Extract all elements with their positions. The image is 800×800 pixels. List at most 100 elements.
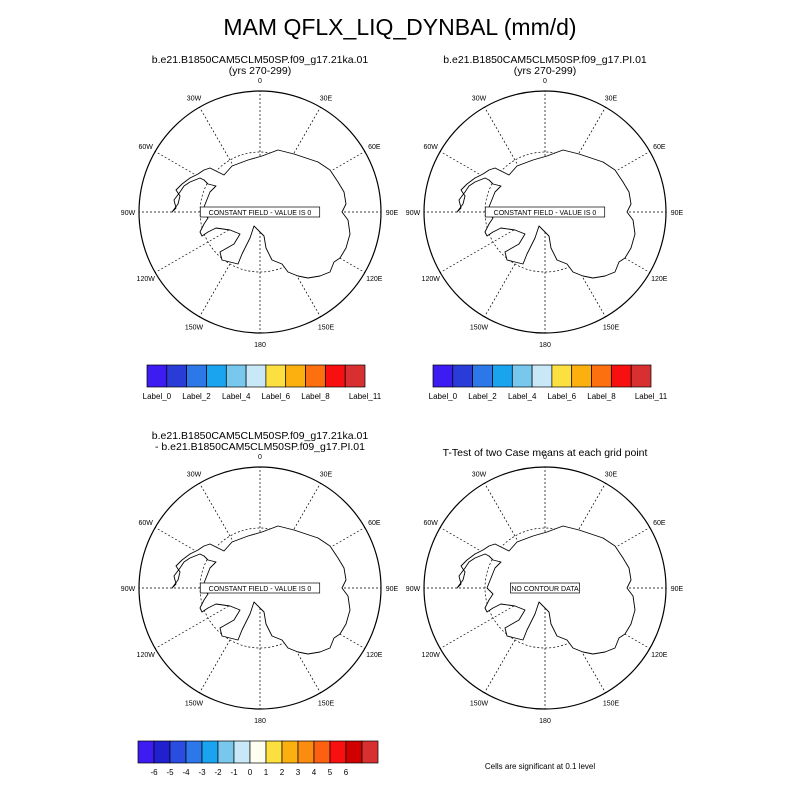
longitude-label: 60W	[138, 144, 153, 151]
longitude-label: 120W	[137, 652, 156, 659]
longitude-label: 60E	[368, 520, 381, 527]
panel-title-2: b.e21.B1850CAM5CLM50SP.f09_g17.PI.01 (yr…	[345, 55, 745, 77]
panel-title-1-line-2: (yrs 270-299)	[228, 65, 292, 77]
colorbar-box	[146, 364, 168, 388]
longitude-label: 120E	[651, 276, 668, 283]
longitude-label: 90W	[406, 586, 421, 593]
longitude-label: 30W	[472, 96, 487, 103]
colorbar-box	[305, 364, 326, 388]
colorbar-box	[344, 364, 366, 388]
field-message-box	[199, 582, 321, 594]
colorbar-label: 6	[344, 768, 349, 777]
colorbar-label: -5	[166, 768, 174, 777]
longitude-label: 30W	[187, 96, 202, 103]
colorbar-box	[265, 364, 287, 388]
longitude-label: 60W	[423, 520, 438, 527]
longitude-label: 150W	[470, 700, 489, 707]
longitude-label: 60E	[653, 520, 666, 527]
longitude-label: 150E	[318, 324, 335, 331]
longitude-label: 0	[543, 454, 547, 461]
longitude-label: 30E	[605, 96, 618, 103]
longitude-label: 30W	[187, 472, 202, 479]
colorbar-label: Label_11	[349, 392, 382, 401]
field-message: NO CONTOUR DATA	[511, 586, 579, 593]
longitude-label: 120E	[651, 652, 668, 659]
longitude-label: 0	[258, 78, 262, 85]
field-message: CONSTANT FIELD - VALUE IS 0	[494, 210, 597, 217]
field-message-box	[199, 206, 321, 218]
longitude-label: 180	[539, 342, 551, 349]
colorbar-box	[166, 364, 187, 388]
colorbar-box	[571, 364, 592, 388]
colorbar-label: 4	[312, 768, 317, 777]
colorbar-label: Label_6	[262, 392, 291, 401]
colorbar-box	[591, 364, 612, 388]
longitude-label: 150W	[185, 324, 204, 331]
colorbar-box	[452, 364, 473, 388]
colorbar-label: 1	[264, 768, 269, 777]
colorbar-label: 3	[296, 768, 301, 777]
significance-note: Cells are significant at 0.1 level	[484, 762, 596, 771]
colorbar-box	[345, 740, 363, 764]
colorbar-label: Label_4	[508, 392, 537, 401]
longitude-label: 120W	[137, 276, 156, 283]
colorbar-box	[313, 740, 331, 764]
colorbar-box	[329, 740, 347, 764]
colorbar-1: Label_0 Label_2 Label_4 Label_6 Label_8 Label…	[143, 364, 382, 401]
map-boundary	[138, 466, 382, 710]
colorbar-label: 2	[280, 768, 285, 777]
colorbar-box	[169, 740, 187, 764]
colorbar-box	[217, 740, 235, 764]
longitude-label: 60W	[138, 520, 153, 527]
longitude-label: 90E	[671, 586, 684, 593]
colorbar-label: 0	[248, 768, 253, 777]
longitude-label: 150W	[185, 700, 204, 707]
colorbar-box	[206, 364, 227, 388]
colorbar-box	[137, 740, 155, 764]
colorbar-box	[611, 364, 632, 388]
colorbar-2: Label_0 Label_2 Label_4 Label_6 Label_8 Label…	[429, 364, 668, 401]
colorbar-box	[551, 364, 573, 388]
colorbar-label: -6	[150, 768, 158, 777]
longitude-label: 90W	[121, 210, 136, 217]
longitude-label: 120E	[366, 276, 383, 283]
colorbar-label: Label_8	[301, 392, 330, 401]
map-panel-1: 0 30E 60E 90E 120E 150E 180 150W 120W 90W 60W 30W CO…	[121, 78, 399, 349]
colorbar-box	[492, 364, 513, 388]
longitude-label: 120E	[366, 652, 383, 659]
longitude-label: 150E	[603, 324, 620, 331]
longitude-label: 0	[258, 454, 262, 461]
colorbar-box	[281, 740, 299, 764]
field-message: CONSTANT FIELD - VALUE IS 0	[209, 210, 312, 217]
colorbar-box	[285, 364, 306, 388]
longitude-label: 150E	[318, 700, 335, 707]
colorbar-box	[185, 740, 203, 764]
map-boundary	[423, 90, 667, 334]
longitude-label: 60E	[653, 144, 666, 151]
colorbar-box	[325, 364, 346, 388]
colorbar-label: -4	[182, 768, 190, 777]
figure-title: MAM QFLX_LIQ_DYNBAL (mm/d)	[223, 14, 577, 40]
colorbar-box	[432, 364, 454, 388]
colorbar-box	[630, 364, 652, 388]
longitude-label: 90W	[406, 210, 421, 217]
colorbar-label: Label_4	[222, 392, 251, 401]
colorbar-box	[511, 364, 533, 388]
longitude-label: 30E	[605, 472, 618, 479]
longitude-label: 120W	[422, 652, 441, 659]
colorbar-label: Label_8	[587, 392, 616, 401]
colorbar-label: Label_0	[143, 392, 172, 401]
field-message-box	[510, 582, 580, 594]
map-boundary	[423, 466, 667, 710]
colorbar-label: -2	[214, 768, 222, 777]
map-panel-4: 0 30E 60E 90E 120E 150E 180 150W 120W 90W 60W 30W NO…	[406, 454, 684, 725]
colorbar-box	[201, 740, 219, 764]
longitude-label: 90E	[671, 210, 684, 217]
panel-title-4: T-Test of two Case means at each grid po…	[345, 448, 745, 459]
colorbar-label: Label_6	[548, 392, 577, 401]
colorbar-label: -1	[230, 768, 238, 777]
longitude-label: 90E	[386, 586, 399, 593]
panel-title-3-line-1: b.e21.B1850CAM5CLM50SP.f09_g17.21ka.01	[151, 430, 369, 442]
colorbar-label: 5	[328, 768, 333, 777]
colorbar-box	[186, 364, 207, 388]
